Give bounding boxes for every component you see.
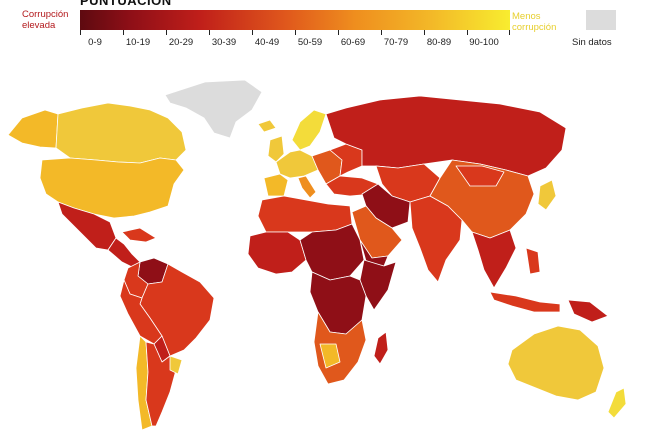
region-alaska — [7, 109, 59, 149]
region-indonesia — [489, 291, 561, 313]
legend-bin-label: 20-29 — [168, 37, 194, 48]
legend-bin-label: 70-79 — [383, 37, 409, 48]
legend-color-gradient — [80, 10, 510, 30]
region-iberia — [263, 173, 289, 197]
region-argentina — [145, 341, 177, 427]
region-madagascar — [373, 331, 389, 365]
legend-bin-label: 10-19 — [125, 37, 151, 48]
world-choropleth-map — [7, 79, 627, 431]
legend-ticks — [80, 30, 510, 36]
legend-bin-label: 40-49 — [254, 37, 280, 48]
legend-tick — [509, 30, 510, 35]
region-greenland — [164, 79, 263, 139]
legend-tick — [209, 30, 210, 35]
region-papua — [567, 299, 609, 323]
region-italy — [297, 175, 317, 199]
legend-tick-labels: 0-9 10-19 20-29 30-39 40-49 50-59 60-69 … — [80, 37, 510, 51]
region-horn-of-africa — [359, 259, 397, 311]
region-new-zealand — [607, 387, 627, 419]
legend-bin-label: 90-100 — [469, 37, 499, 48]
legend-no-data-swatch — [586, 10, 616, 30]
region-japan — [537, 179, 557, 211]
region-west-africa — [247, 231, 307, 275]
legend-bin-label: 0-9 — [88, 37, 102, 48]
region-australia — [507, 325, 605, 401]
region-uk — [267, 135, 285, 163]
region-russia — [325, 95, 567, 177]
legend-tick — [80, 30, 81, 35]
legend-tick — [123, 30, 124, 35]
legend-tick — [252, 30, 253, 35]
legend-bin-label: 30-39 — [211, 37, 237, 48]
region-central-america — [107, 237, 141, 269]
legend-tick — [338, 30, 339, 35]
region-caribbean — [121, 227, 157, 243]
legend-bin-label: 60-69 — [340, 37, 366, 48]
legend-no-data-label: Sin datos — [572, 37, 612, 48]
legend-bin-label: 80-89 — [426, 37, 452, 48]
region-iceland — [257, 119, 277, 133]
legend-low-corruption-label: Menos corrupción — [512, 11, 557, 33]
map-legend: PUNTUACIÓN Corrupción elevada 0-9 10-19 … — [0, 0, 650, 60]
legend-bin-label: 50-59 — [297, 37, 323, 48]
legend-tick — [381, 30, 382, 35]
region-north-africa — [257, 195, 353, 233]
legend-title: PUNTUACIÓN — [80, 0, 172, 8]
legend-tick — [467, 30, 468, 35]
legend-tick — [295, 30, 296, 35]
region-southeast-asia — [471, 229, 517, 289]
region-scandinavia — [291, 109, 327, 151]
legend-high-corruption-label: Corrupción elevada — [22, 9, 69, 31]
region-mongolia — [455, 165, 505, 187]
region-botswana — [319, 343, 341, 369]
legend-tick — [424, 30, 425, 35]
region-canada — [55, 102, 187, 164]
region-uruguay — [169, 355, 183, 375]
region-china — [429, 159, 535, 239]
region-philippines — [525, 247, 541, 275]
legend-tick — [166, 30, 167, 35]
